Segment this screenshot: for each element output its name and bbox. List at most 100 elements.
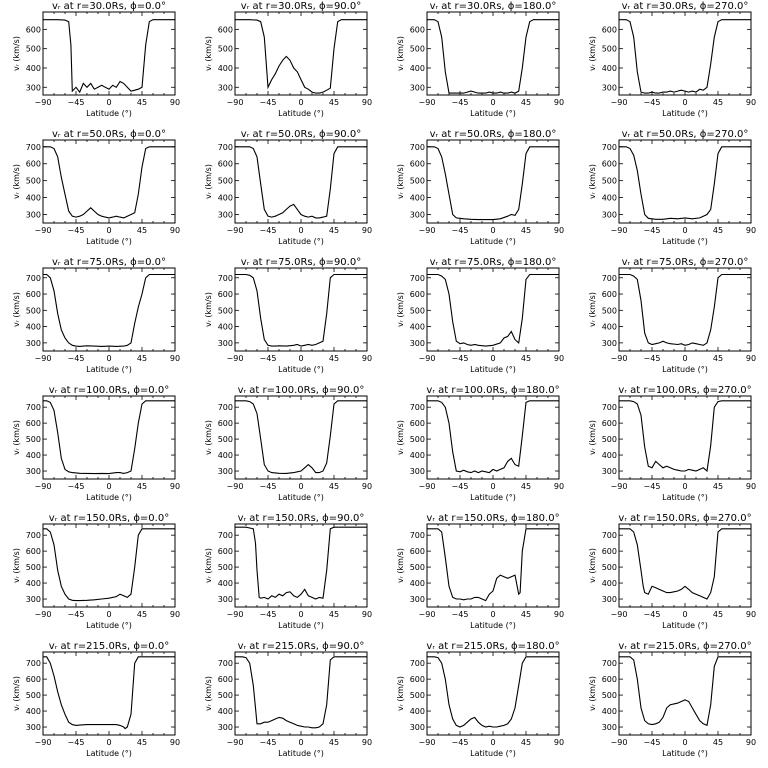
series-line [619,273,751,346]
y-tick-label: 700 [218,274,233,283]
plot-frame [426,651,560,736]
chart-panel: vᵣ at r=75.0Rs, ϕ=90.0° −90 −45 0 45 90 300 400… [192,256,384,384]
y-tick-label: 700 [26,531,41,540]
y-tick-label: 400 [26,323,41,332]
x-tick-label: 90 [170,482,180,491]
x-tick-label: −90 [419,98,436,107]
x-tick-label: −45 [260,226,277,235]
x-tick-label: 90 [170,354,180,363]
x-tick-label: −90 [227,482,244,491]
y-tick-label: 500 [602,435,617,444]
x-tick-label: 90 [170,610,180,619]
plot-frame [42,395,176,480]
x-tick-label: 0 [490,610,495,619]
x-tick-label: −90 [611,226,628,235]
y-tick-label: 500 [26,177,41,186]
y-axis-label: vᵣ (km/s) [588,36,597,71]
chart-svg: vᵣ at r=215.0Rs, ϕ=270.0° −90 −45 0 45 90 300 4… [588,641,756,758]
chart-svg: vᵣ at r=75.0Rs, ϕ=180.0° −90 −45 0 45 90 300 40… [396,257,564,374]
x-tick-label: −90 [227,610,244,619]
x-tick-label: −45 [644,98,661,107]
chart-panel: vᵣ at r=50.0Rs, ϕ=90.0° −90 −45 0 45 90 300 400… [192,128,384,256]
y-tick-label: 500 [26,45,41,54]
y-tick-label: 400 [410,451,425,460]
chart-title: vᵣ at r=215.0Rs, ϕ=90.0° [238,641,365,652]
chart-svg: vᵣ at r=100.0Rs, ϕ=270.0° −90 −45 0 45 90 300 4… [588,385,756,502]
chart-title: vᵣ at r=150.0Rs, ϕ=0.0° [49,513,169,524]
x-tick-label: −45 [68,482,85,491]
y-tick-label: 500 [602,306,617,315]
chart-panel: vᵣ at r=75.0Rs, ϕ=0.0° −90 −45 0 45 90 300 400 5… [0,256,192,384]
y-axis-label: vᵣ (km/s) [204,36,213,71]
chart-panel: vᵣ at r=100.0Rs, ϕ=0.0° −90 −45 0 45 90 300 400… [0,384,192,512]
x-tick-label: 0 [682,482,687,491]
y-axis-label: vᵣ (km/s) [12,676,21,711]
x-tick-label: −90 [419,610,436,619]
chart-svg: vᵣ at r=100.0Rs, ϕ=0.0° −90 −45 0 45 90 300 400… [12,385,180,502]
x-tick-label: 0 [106,354,111,363]
x-axis-label: Latitude (°) [86,109,132,118]
x-tick-label: 90 [746,482,756,491]
y-tick-label: 700 [410,143,425,152]
x-tick-label: −90 [611,482,628,491]
y-tick-label: 600 [602,160,617,169]
y-axis-label: vᵣ (km/s) [396,36,405,71]
y-tick-label: 400 [602,64,617,73]
x-tick-label: −90 [227,98,244,107]
x-tick-label: 45 [713,98,723,107]
chart-title: vᵣ at r=30.0Rs, ϕ=180.0° [430,1,557,12]
x-tick-label: 90 [362,226,372,235]
y-tick-label: 600 [26,25,41,34]
x-tick-label: 90 [362,610,372,619]
chart-title: vᵣ at r=50.0Rs, ϕ=270.0° [622,129,749,140]
x-tick-label: 45 [713,738,723,747]
y-tick-label: 400 [602,194,617,203]
x-axis-label: Latitude (°) [662,493,708,502]
y-tick-label: 700 [218,531,233,540]
x-tick-label: −90 [227,354,244,363]
y-tick-label: 300 [602,211,617,220]
x-tick-label: 90 [746,98,756,107]
y-tick-label: 500 [218,563,233,572]
y-tick-label: 400 [218,579,233,588]
y-tick-label: 600 [410,419,425,428]
plot-frame [42,523,176,608]
x-axis-label: Latitude (°) [278,493,324,502]
chart-svg: vᵣ at r=215.0Rs, ϕ=90.0° −90 −45 0 45 90 300 40… [204,641,372,758]
chart-svg: vᵣ at r=50.0Rs, ϕ=270.0° −90 −45 0 45 90 300 40… [588,129,756,246]
x-tick-label: −90 [611,610,628,619]
y-tick-label: 400 [26,64,41,73]
x-axis-label: Latitude (°) [470,749,516,758]
chart-panel: vᵣ at r=150.0Rs, ϕ=90.0° −90 −45 0 45 90 300 40… [192,512,384,640]
y-tick-label: 500 [602,691,617,700]
chart-svg: vᵣ at r=100.0Rs, ϕ=180.0° −90 −45 0 45 90 300 4… [396,385,564,502]
chart-svg: vᵣ at r=100.0Rs, ϕ=90.0° −90 −45 0 45 90 300 40… [204,385,372,502]
x-tick-label: −45 [68,738,85,747]
x-tick-label: 0 [682,610,687,619]
x-tick-label: 0 [490,482,495,491]
chart-title: vᵣ at r=100.0Rs, ϕ=90.0° [238,385,365,396]
series-line [43,528,175,602]
y-tick-label: 600 [218,160,233,169]
series-line [619,146,751,220]
chart-panel: vᵣ at r=50.0Rs, ϕ=180.0° −90 −45 0 45 90 300 40… [384,128,576,256]
x-tick-label: 0 [490,226,495,235]
x-tick-label: −45 [644,738,661,747]
series-line [43,656,175,730]
x-tick-label: 90 [170,226,180,235]
y-tick-label: 700 [602,531,617,540]
y-tick-label: 500 [218,45,233,54]
x-tick-label: 90 [362,738,372,747]
y-tick-label: 700 [26,659,41,668]
y-tick-label: 400 [26,579,41,588]
x-axis-label: Latitude (°) [86,493,132,502]
chart-panel: vᵣ at r=215.0Rs, ϕ=0.0° −90 −45 0 45 90 300 400… [0,640,192,768]
y-tick-label: 700 [410,659,425,668]
chart-title: vᵣ at r=50.0Rs, ϕ=0.0° [52,129,166,140]
x-tick-label: 0 [682,354,687,363]
y-tick-label: 300 [218,83,233,92]
y-tick-label: 700 [410,403,425,412]
x-tick-label: −90 [227,738,244,747]
y-tick-label: 300 [26,723,41,732]
chart-svg: vᵣ at r=75.0Rs, ϕ=270.0° −90 −45 0 45 90 300 40… [588,257,756,374]
